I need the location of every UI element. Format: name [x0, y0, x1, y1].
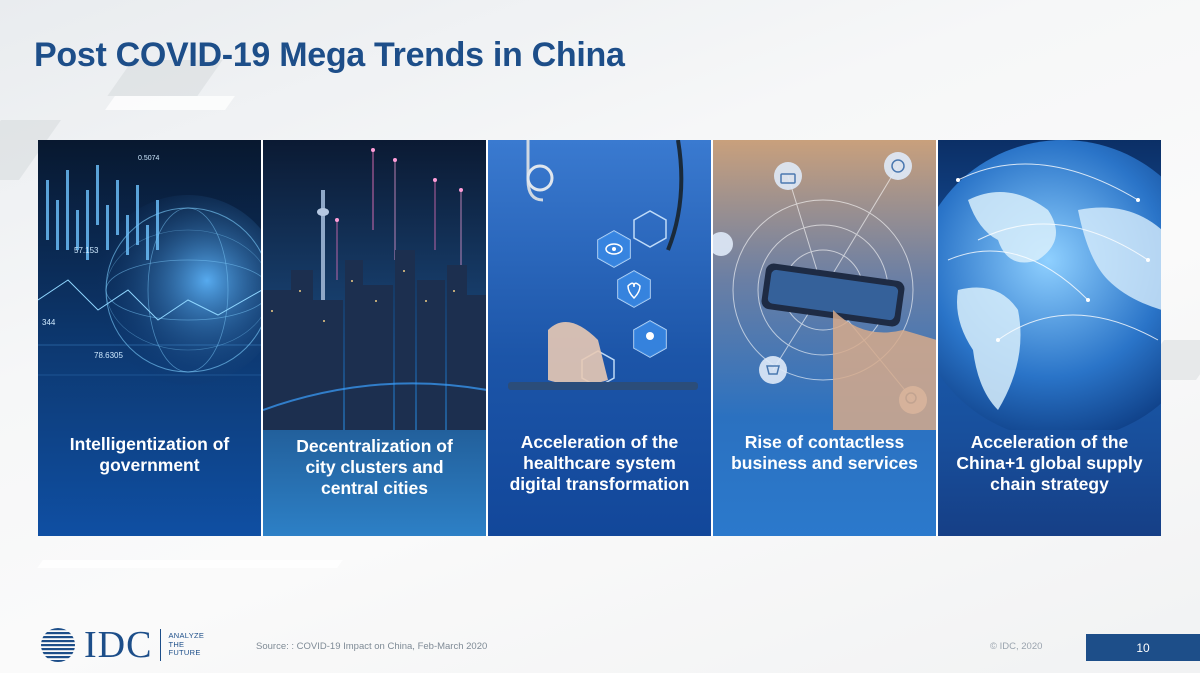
healthcare-doctor-image	[488, 140, 711, 430]
trend-panel-city-clusters: Decentralization of city clusters and ce…	[263, 140, 486, 536]
trend-panels: 57.153 344 78.6305 0.5074 Intelligentiza…	[38, 140, 1161, 536]
chart-readout: 57.153	[74, 246, 99, 255]
trend-panel-government: 57.153 344 78.6305 0.5074 Intelligentiza…	[38, 140, 261, 536]
trend-panel-contactless: Rise of contactless business and service…	[713, 140, 936, 536]
stethoscope-icon	[508, 140, 698, 390]
tagline-line: THE	[168, 639, 185, 649]
chart-readout: 0.5074	[138, 155, 160, 162]
slide-title: Post COVID-19 Mega Trends in China	[34, 36, 625, 74]
trend-panel-healthcare: Acceleration of the healthcare system di…	[488, 140, 711, 536]
smartphone-hands-image	[713, 140, 936, 430]
trend-label: Acceleration of the China+1 global suppl…	[956, 432, 1143, 494]
background-streak	[37, 560, 343, 568]
city-skyline-icon	[263, 148, 486, 430]
chart-readout: 78.6305	[94, 351, 123, 360]
tagline-line: ANALYZE	[168, 631, 205, 641]
world-globe-image	[938, 140, 1161, 430]
background-streak	[105, 96, 235, 110]
logo-divider	[160, 629, 162, 661]
idc-logo: IDC ANALYZE THE FUTURE	[38, 626, 204, 664]
source-note: Source: : COVID-19 Impact on China, Feb-…	[256, 641, 488, 652]
chart-readout: 344	[42, 318, 56, 327]
idc-globe-icon	[41, 628, 75, 662]
trend-label: Rise of contactless business and service…	[731, 432, 918, 473]
smartphone-icon	[713, 152, 936, 430]
digital-globe-image: 57.153 344 78.6305 0.5074	[38, 140, 261, 430]
city-skyline-image	[263, 140, 486, 430]
idc-wordmark: IDC	[84, 624, 153, 666]
tagline-line: FUTURE	[168, 648, 201, 658]
copyright-note: © IDC, 2020	[990, 641, 1043, 652]
trend-label: Intelligentization of government	[69, 434, 230, 475]
page-number: 10	[1086, 634, 1200, 661]
trend-label: Decentralization of city clusters and ce…	[296, 436, 453, 498]
trend-label: Acceleration of the healthcare system di…	[509, 432, 690, 494]
logo-tagline: ANALYZE THE FUTURE	[168, 632, 204, 658]
trend-panel-supply-chain: Acceleration of the China+1 global suppl…	[938, 140, 1161, 536]
digital-globe-icon: 57.153 344 78.6305 0.5074	[38, 155, 261, 385]
globe-network-icon	[938, 140, 1161, 430]
